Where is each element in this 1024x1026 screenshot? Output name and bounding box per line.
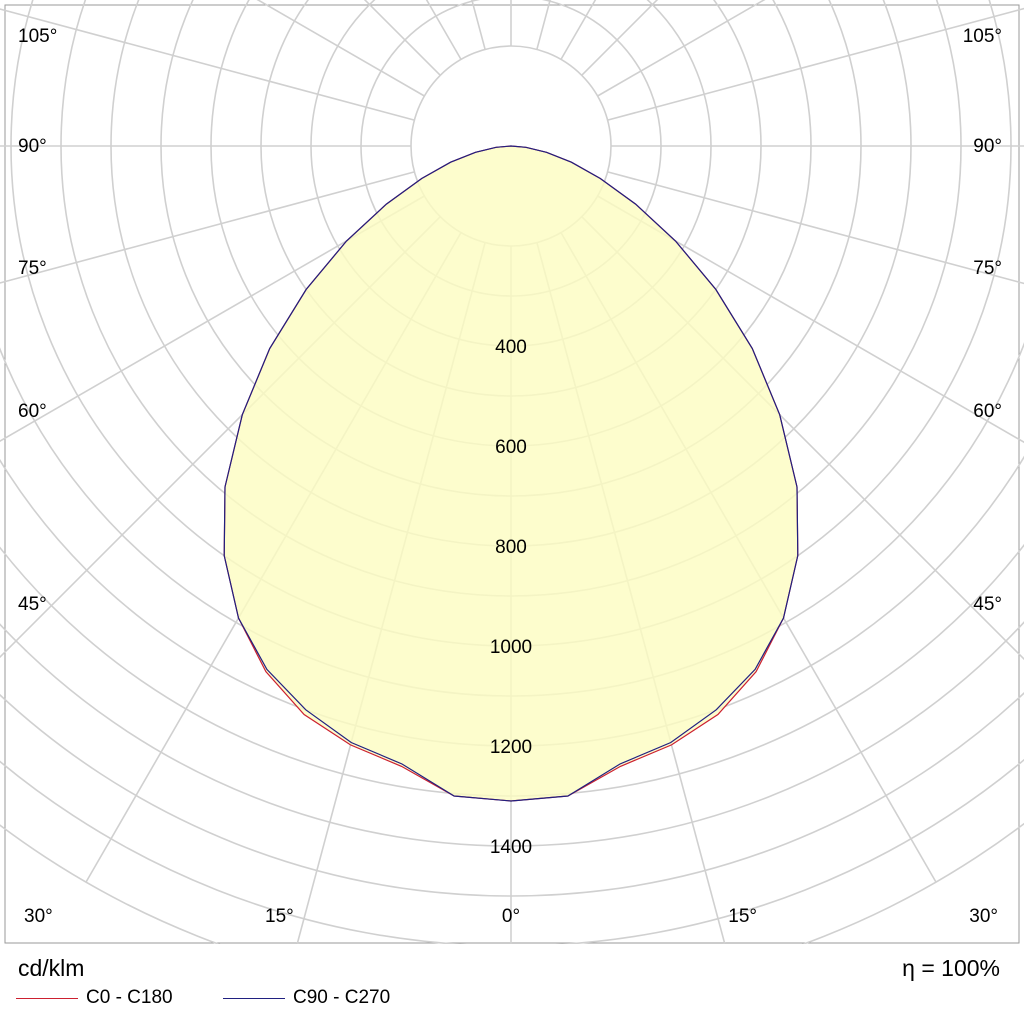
- angle-label-right-1: 90°: [973, 136, 1002, 157]
- angle-label-right-2: 75°: [973, 258, 1002, 279]
- ring-label-1000: 1000: [490, 637, 532, 658]
- grid-spoke-240: [256, 0, 425, 97]
- angle-label-right-4: 45°: [973, 594, 1002, 615]
- legend-label-c90-c270: C90 - C270: [293, 987, 391, 1008]
- luminous-fill: [224, 146, 798, 801]
- chart-footer: [0, 944, 1024, 1026]
- legend-swatch-c0-c180: [16, 997, 78, 999]
- legend-item-c90-c270: C90 - C270: [223, 986, 390, 1010]
- labels: 400 600 800 1000 1200 1400 105° 90° 75° 60° 45° 30°…: [18, 26, 1002, 927]
- curves: [223, 145, 799, 802]
- angle-label-left-2: 75°: [18, 258, 47, 279]
- angle-label-left-1: 90°: [18, 136, 47, 157]
- unit-label: cd/klm: [18, 955, 85, 981]
- grid-spoke-255: [0, 8, 415, 121]
- angle-label-right-5: 30°: [969, 906, 998, 927]
- angle-label-right-6: 15°: [728, 906, 757, 927]
- grid-spoke-105: [607, 7, 1024, 121]
- angle-label-left-3: 60°: [18, 401, 47, 422]
- angle-label-left-5: 30°: [24, 906, 53, 927]
- intensity-fill: [224, 146, 798, 801]
- angle-label-left-4: 45°: [18, 594, 47, 615]
- ring-label-1200: 1200: [490, 737, 532, 758]
- grid-spoke-75: [607, 171, 1024, 285]
- angle-label-left-0: 105°: [18, 26, 57, 47]
- efficiency-label: η = 100%: [902, 955, 1000, 981]
- ring-label-1400: 1400: [490, 837, 532, 858]
- angle-label-right-3: 60°: [973, 401, 1002, 422]
- ring-label-600: 600: [495, 437, 527, 458]
- legend-item-c0-c180: C0 - C180: [16, 986, 173, 1010]
- angle-label-left-6: 15°: [265, 906, 294, 927]
- grid-spoke-60: [597, 195, 1024, 444]
- grid-spoke-300: [0, 195, 425, 442]
- polar-chart: 400 600 800 1000 1200 1400 105° 90° 75° 60° 45° 30°…: [0, 0, 1024, 944]
- legend-swatch-c90-c270: [223, 997, 285, 999]
- grid-spoke-120: [597, 0, 766, 97]
- ring-label-400: 400: [495, 337, 527, 358]
- legend-label-c0-c180: C0 - C180: [86, 987, 173, 1008]
- angle-label-center: 0°: [502, 906, 520, 927]
- grid-spoke-285: [0, 171, 415, 284]
- angle-label-right-0: 105°: [963, 26, 1002, 47]
- series-curve-1: [223, 145, 799, 802]
- ring-label-800: 800: [495, 537, 527, 558]
